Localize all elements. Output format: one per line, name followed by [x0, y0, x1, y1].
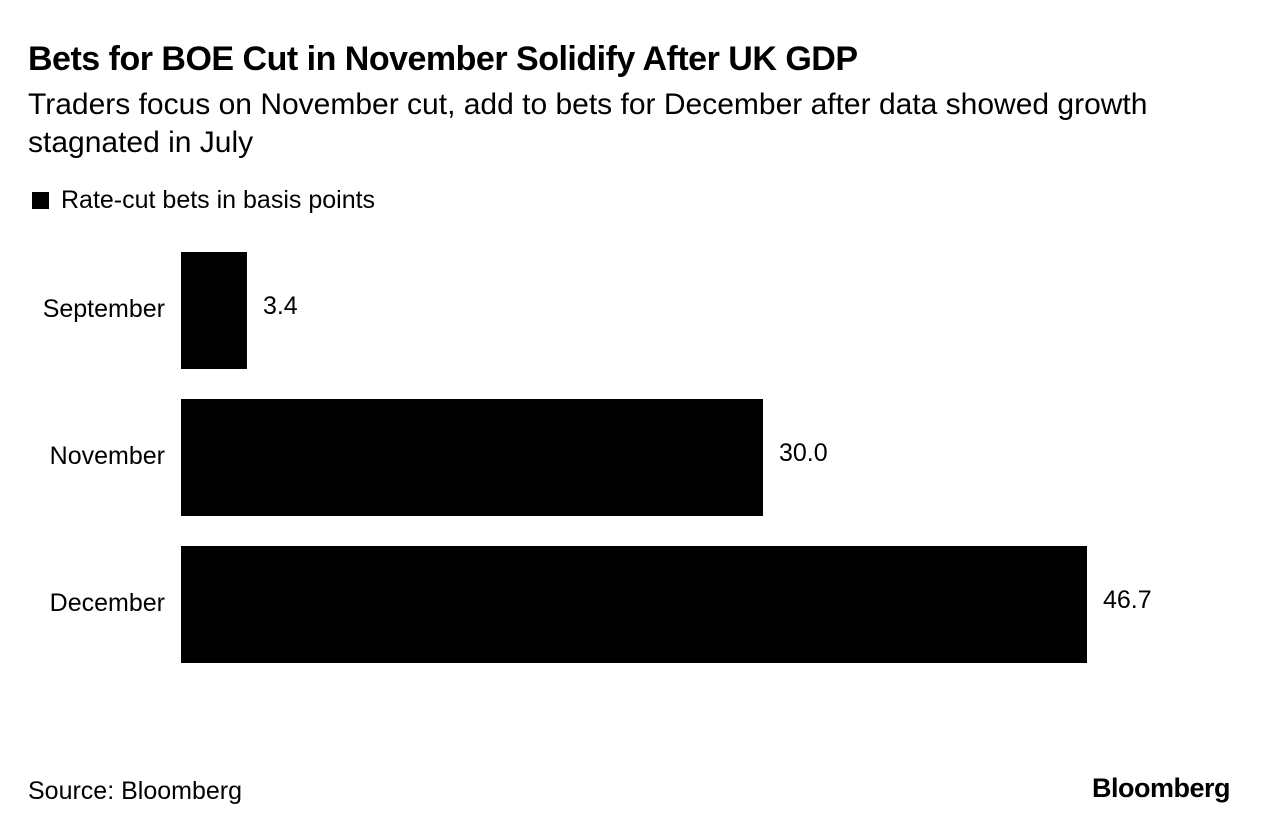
category-label-december: December	[50, 589, 165, 617]
category-label-september: September	[43, 295, 165, 323]
bar-december	[181, 546, 1087, 663]
bar-november	[181, 399, 764, 516]
value-label-december: 46.7	[1103, 586, 1152, 614]
legend-label: Rate-cut bets in basis points	[61, 186, 376, 214]
chart-title: Bets for BOE Cut in November Solidify Af…	[28, 40, 858, 78]
value-label-september: 3.4	[263, 292, 298, 320]
bar-september	[181, 252, 247, 369]
category-label-november: November	[50, 442, 165, 470]
value-label-november: 30.0	[779, 439, 828, 467]
legend: Rate-cut bets in basis points	[32, 186, 375, 215]
bloomberg-logo: Bloomberg	[1091, 773, 1231, 803]
source-note: Source: Bloomberg	[28, 777, 243, 805]
legend-swatch	[32, 192, 49, 209]
chart-subtitle: Traders focus on November cut, add to be…	[28, 88, 1148, 159]
